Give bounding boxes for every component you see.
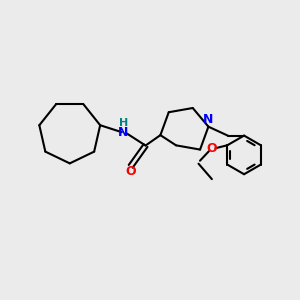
Text: N: N [203, 113, 214, 126]
Text: H: H [118, 118, 128, 128]
Text: O: O [125, 165, 136, 178]
Text: O: O [207, 142, 217, 155]
Text: N: N [118, 126, 128, 139]
